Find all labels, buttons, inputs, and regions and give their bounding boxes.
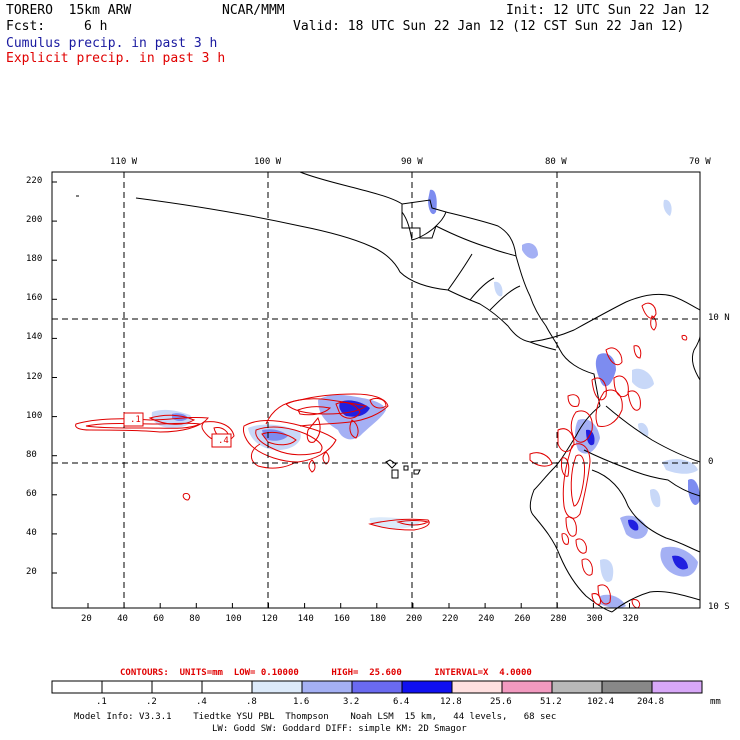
y-tick-label: 40 [26,527,37,538]
x-tick-label: 80 [189,614,201,624]
y-tick-label: 140 [26,332,43,343]
y-tick-label: 80 [26,449,37,460]
org-label: NCAR/MMM [222,3,285,18]
x-tick-label: 120 [261,614,278,624]
x-tick-label: 160 [333,614,350,624]
x-tick-label: 320 [622,614,639,624]
legend-explicit: Explicit precip. in past 3 h [6,51,226,66]
y-tick-label: 20 [26,567,37,577]
y-tick-label: 60 [26,488,37,499]
colorbar-label: 6.4 [393,697,410,707]
plot-frame [51,171,701,609]
model-physics-line: LW: Godd SW: Goddard DIFF: simple KM: 2D… [212,724,467,734]
contours-info: CONTOURS: UNITS=mm LOW= 0.10000 HIGH= 25… [120,668,532,678]
colorbar-label: 1.6 [293,697,310,707]
colorbar-label: .4 [196,697,207,707]
y-tick-label: 120 [26,371,43,382]
y-tick-label: 200 [26,215,43,226]
valid-time: Valid: 18 UTC Sun 22 Jan 12 (12 CST Sun … [293,19,685,34]
colorbar-label: .2 [146,697,157,707]
model-title: TORERO 15km ARW [6,3,132,18]
colorbar-units: mm [710,697,721,707]
x-tick-label: 180 [369,614,387,624]
y-tick-label: 160 [26,293,43,304]
x-tick-label: 300 [586,614,603,624]
x-tick-label: 240 [478,614,495,624]
model-info-line: Model Info: V3.3.1 Tiedtke YSU PBL Thomp… [74,712,557,722]
lat-label: 10 S [708,602,730,612]
forecast-value: 6 h [84,19,108,34]
colorbar-label: 12.8 [440,697,462,707]
lon-label: 70 W [689,157,711,167]
colorbar-label: .1 [96,697,107,707]
axis-ticks [52,181,630,608]
contour-label-boxes [123,412,232,448]
lat-label: 10 N [708,313,730,323]
x-tick-label: 60 [153,614,165,624]
lat-label: 0 [708,457,714,467]
init-time: Init: 12 UTC Sun 22 Jan 12 [506,3,710,18]
x-tick-label: 200 [405,614,423,624]
x-tick-label: 280 [550,614,567,624]
contour-label: .1 [130,415,141,425]
y-tick-label: 220 [26,176,43,186]
x-tick-label: 140 [297,614,314,624]
x-tick-label: 260 [514,614,531,624]
colorbar-label: 204.8 [637,697,665,707]
colorbar-label: 102.4 [587,697,615,707]
forecast-label: Fcst: [6,19,46,34]
lon-label: 100 W [254,157,282,167]
y-tick-label: 180 [26,254,43,265]
colorbar-label: 3.2 [343,697,360,707]
lon-label: 80 W [545,157,567,167]
x-tick-label: 220 [442,614,459,624]
cumulus-precip-shading [151,189,700,609]
x-tick-label: 20 [81,614,92,624]
lon-label: 110 W [110,157,138,167]
lat-lon-grid [52,172,700,608]
x-tick-label: 40 [117,614,128,624]
lon-label: 90 W [401,157,423,167]
y-tick-label: 100 [26,410,43,421]
contour-label: .4 [218,436,229,446]
colorbar-label: 51.2 [540,697,562,707]
colorbar-label: 25.6 [490,697,512,707]
colorbar-label: .8 [246,697,257,707]
legend-cumulus: Cumulus precip. in past 3 h [6,36,218,51]
x-tick-label: 100 [225,614,242,624]
